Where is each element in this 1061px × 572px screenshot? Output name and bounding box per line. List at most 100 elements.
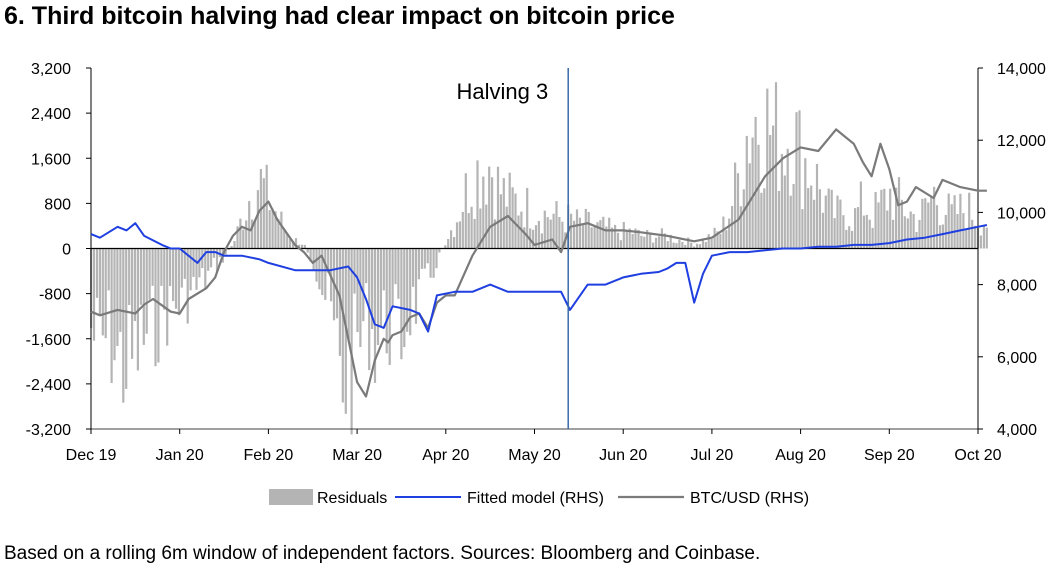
residual-bar [684,244,687,249]
residual-bar [306,248,309,253]
residual-bar [207,248,210,271]
residual-bar [889,188,892,249]
residual-bar [895,187,898,249]
residual-bar [634,228,637,249]
residual-bar [526,187,529,249]
residual-bar [92,248,96,341]
x-tick-label: Dec 19 [66,447,117,464]
axes [90,68,979,430]
residual-bar [189,248,192,291]
residual-bar [502,178,505,249]
residual-bar [347,248,350,343]
right-tick-label: 12,000 [997,133,1046,150]
residual-bar [731,206,734,249]
residual-bar [783,175,786,249]
residual-bar [210,248,213,268]
residual-bar [933,186,936,249]
residual-bar [619,240,622,249]
residual-bar [145,248,148,334]
residual-bar [856,207,860,249]
residual-bar [716,231,719,249]
legend: Residuals Fitted model (RHS) BTC/USD (RHS) [269,489,809,507]
residual-bar [678,239,681,249]
residual-bar [523,227,526,249]
residual-bar [192,248,195,277]
residual-bar [593,226,596,249]
residual-bar [959,193,962,249]
left-tick-label: 2,400 [31,106,71,123]
residual-bar [663,233,666,249]
residual-bar [268,210,271,249]
residual-bar [174,248,178,309]
residual-bar [827,188,830,249]
residual-bar [854,208,857,249]
x-tick-label: Aug 20 [775,447,826,464]
residual-bar [212,248,216,258]
residual-bar [985,227,988,249]
residual-bar [373,248,377,383]
residual-bar [151,248,154,286]
x-tick-label: Feb 20 [243,447,293,464]
residual-bar [821,212,824,249]
series-lines [90,128,988,398]
residual-bar [294,238,298,249]
residual-bar [321,248,324,296]
right-tick-label: 14,000 [997,61,1046,78]
residual-bar [757,144,760,249]
left-tick-label: 800 [44,196,71,213]
residual-bar [587,212,590,249]
residual-bar [455,222,459,249]
residual-bar [754,116,757,249]
chart: Halving 3 3,200 2,400 1,600 800 0 -800 -1,600 -… [26,61,1046,507]
residual-bar [751,137,754,249]
residual-bar [824,195,827,249]
residual-bar [491,177,494,249]
left-tick-label: -3,200 [26,422,71,439]
residual-bar [728,218,731,249]
residual-bar [128,248,131,305]
residual-bar [622,222,625,249]
residual-bar [769,135,772,249]
residual-bar [786,148,789,249]
residual-bar [341,248,344,403]
residual-bar [865,214,868,249]
residual-bar [125,248,128,389]
chart-title: 6. Third bitcoin halving had clear impac… [4,2,675,30]
residual-bar [98,248,101,316]
residual-bar [605,226,608,249]
x-tick-label: Jan 20 [156,447,204,464]
residual-bar [239,218,242,249]
residual-bar [292,241,295,249]
residual-bar [848,226,851,249]
residual-bar [251,219,254,249]
halving-annotation: Halving 3 [456,68,569,429]
residual-bar [962,213,965,249]
residual-bar [918,219,921,249]
residual-bar [473,218,476,249]
residual-bar [713,227,716,249]
residual-bar [198,248,201,278]
residual-bar [403,248,406,348]
residual-bar [710,238,713,249]
residual-bar [596,222,599,249]
btc-usd-line [90,128,987,398]
residual-bar [362,248,365,322]
residual-bar [271,208,274,249]
residual-bar [842,215,845,249]
residual-bar [552,213,555,249]
residual-bar [444,245,447,249]
residual-bar [248,201,251,249]
residual-bar [590,227,593,249]
residual-bar [400,248,403,360]
residual-bars [90,82,988,435]
residual-bar [169,248,172,287]
residual-bar [704,241,707,249]
x-tick-label: Jun 20 [599,447,647,464]
residual-bar [183,248,186,279]
legend-fitted-label: Fitted model (RHS) [467,490,604,507]
legend-residuals-label: Residuals [317,490,387,507]
residual-bar [944,215,947,249]
residual-bar [356,248,359,333]
residual-bar [941,224,944,249]
residual-bar [204,248,207,290]
